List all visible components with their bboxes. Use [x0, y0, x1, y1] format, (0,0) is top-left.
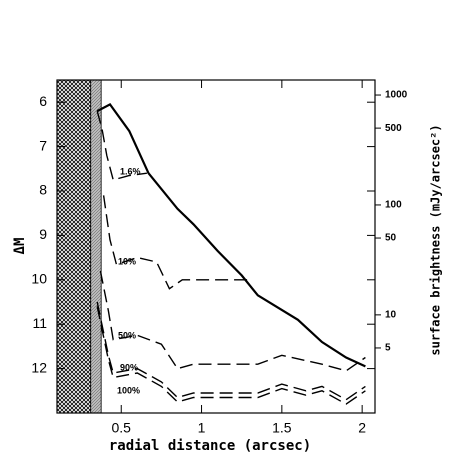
y-tick-label: 12	[31, 359, 47, 375]
y-tick-label: 7	[39, 137, 47, 153]
y2-tick-label: 10	[385, 310, 397, 321]
y2-tick-label: 500	[385, 123, 402, 134]
series-label: 10%	[118, 256, 136, 266]
y-tick-label: 6	[39, 93, 47, 109]
y2-axis-title: surface brightness (mJy/arcsec²)	[429, 124, 443, 355]
data-line	[96, 110, 147, 181]
y-tick-label: 9	[39, 226, 47, 242]
x-axis-title: radial distance (arcsec)	[109, 438, 311, 454]
series-label: 50%	[118, 330, 136, 340]
data-line	[96, 306, 366, 405]
x-tick-label: 2	[358, 420, 366, 436]
x-tick-label: 1	[198, 420, 206, 436]
y-tick-label: 10	[31, 271, 47, 287]
y2-tick-label: 50	[385, 233, 397, 244]
y2-tick-label: 5	[385, 343, 391, 354]
series-label: 100%	[117, 385, 140, 395]
series-label: 90%	[120, 362, 138, 372]
y-axis-title: ΔM	[12, 238, 28, 255]
x-tick-label: 1.5	[272, 420, 292, 436]
x-tick-label: 0.5	[112, 420, 132, 436]
y2-tick-label: 100	[385, 200, 402, 211]
plot-frame	[56, 79, 376, 414]
shaded-region	[56, 79, 92, 414]
data-line	[96, 102, 366, 368]
shaded-region	[90, 79, 102, 414]
data-line	[99, 270, 366, 372]
y-tick-label: 11	[32, 315, 47, 331]
data-line	[96, 301, 366, 401]
series-label: 1.6%	[120, 166, 141, 176]
y-tick-label: 8	[39, 182, 47, 198]
y2-tick-label: 1000	[385, 90, 408, 101]
data-line	[102, 195, 250, 290]
